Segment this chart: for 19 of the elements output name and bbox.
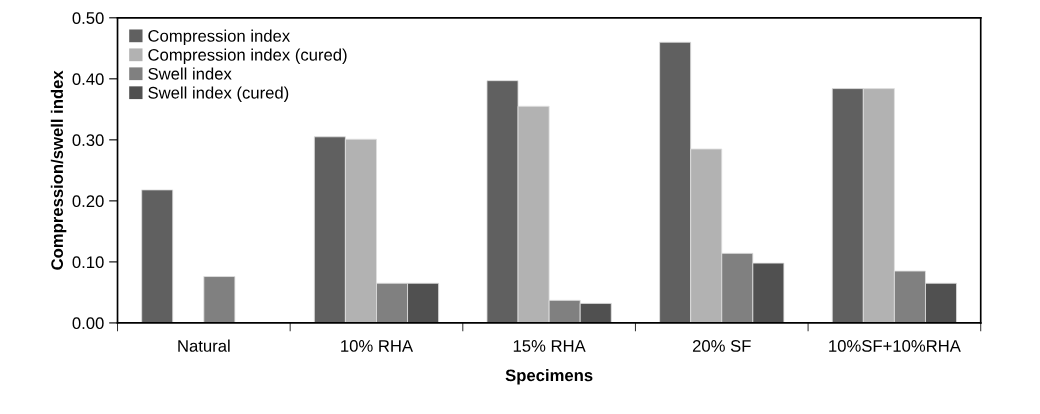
x-tick-label: 10%SF+10%RHA — [829, 340, 961, 352]
legend-label: Compression index (cured) — [148, 48, 347, 65]
x-tick-label: Natural — [178, 339, 230, 352]
legend-label: Swell index (cured) — [148, 86, 289, 102]
y-tick-label: 0.40 — [72, 73, 104, 86]
x-tick-label: 10% RHA — [341, 340, 414, 352]
x-tick-label: 15% RHA — [513, 340, 586, 352]
y-tick-label: 0.10 — [72, 256, 104, 269]
y-tick-label: 0.50 — [72, 12, 104, 25]
y-axis-title: Compression/swell index — [50, 70, 67, 270]
bar — [203, 276, 236, 323]
x-axis-title: Specimens — [505, 369, 593, 385]
y-tick-label: 0.20 — [72, 195, 104, 208]
legend-label: Compression index — [148, 29, 290, 46]
x-tick-label: 20% SF — [692, 340, 751, 352]
legend-label: Swell index — [148, 67, 232, 80]
bar — [141, 189, 174, 323]
y-tick-label: 0.30 — [72, 134, 104, 147]
y-tick-label: 0.00 — [72, 317, 104, 330]
